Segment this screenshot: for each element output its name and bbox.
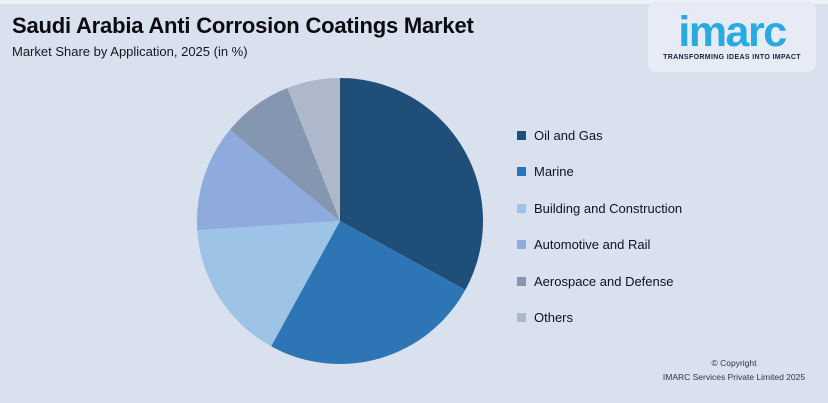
legend-swatch-icon bbox=[517, 203, 526, 213]
legend-label: Automotive and Rail bbox=[534, 237, 651, 253]
legend-swatch-icon bbox=[517, 276, 526, 286]
legend-label: Aerospace and Defense bbox=[534, 273, 674, 289]
legend-item-aerospace-and-defense: Aerospace and Defense bbox=[517, 263, 682, 300]
legend-item-oil-and-gas: Oil and Gas bbox=[517, 117, 682, 154]
imarc-logo-wordmark: imarc bbox=[678, 8, 787, 56]
chart-legend: Oil and Gas Marine Building and Constructi… bbox=[517, 117, 682, 336]
copyright-line2: IMARC Services Private Limited 2025 bbox=[662, 371, 806, 382]
pie-chart bbox=[196, 78, 483, 364]
copyright-line1: © Copyright bbox=[711, 358, 757, 368]
pie-slice-oil-and-gas bbox=[340, 78, 483, 290]
legend-swatch-icon bbox=[517, 130, 526, 140]
pie-slice-building-and-construction bbox=[197, 221, 340, 347]
pie-slice-automotive-and-rail bbox=[196, 129, 340, 230]
legend-swatch-icon bbox=[517, 313, 526, 323]
copyright: © Copyright IMARC Services Private Limit… bbox=[648, 357, 820, 384]
imarc-logo-tagline: TRANSFORMING IDEAS INTO IMPACT bbox=[663, 54, 801, 61]
page-subtitle: Market Share by Application, 2025 (in %) bbox=[12, 44, 248, 59]
legend-swatch-icon bbox=[517, 240, 526, 250]
page-title: Saudi Arabia Anti Corrosion Coatings Mar… bbox=[12, 13, 474, 38]
legend-label: Oil and Gas bbox=[534, 127, 603, 143]
legend-item-automotive-and-rail: Automotive and Rail bbox=[517, 227, 682, 264]
legend-label: Building and Construction bbox=[534, 200, 683, 216]
top-edge-highlight bbox=[0, 0, 828, 4]
pie-slice-marine bbox=[271, 221, 466, 364]
legend-label: Marine bbox=[534, 164, 574, 180]
header: Saudi Arabia Anti Corrosion Coatings Mar… bbox=[12, 13, 474, 59]
legend-label: Others bbox=[534, 310, 574, 326]
legend-item-others: Others bbox=[517, 300, 682, 337]
pie-slice-aerospace-and-defense bbox=[229, 88, 340, 221]
imarc-logo: imarc TRANSFORMING IDEAS INTO IMPACT bbox=[648, 2, 816, 72]
legend-item-marine: Marine bbox=[517, 154, 682, 191]
legend-item-building-and-construction: Building and Construction bbox=[517, 190, 682, 227]
pie-slice-others bbox=[287, 78, 340, 221]
legend-swatch-icon bbox=[517, 167, 526, 177]
